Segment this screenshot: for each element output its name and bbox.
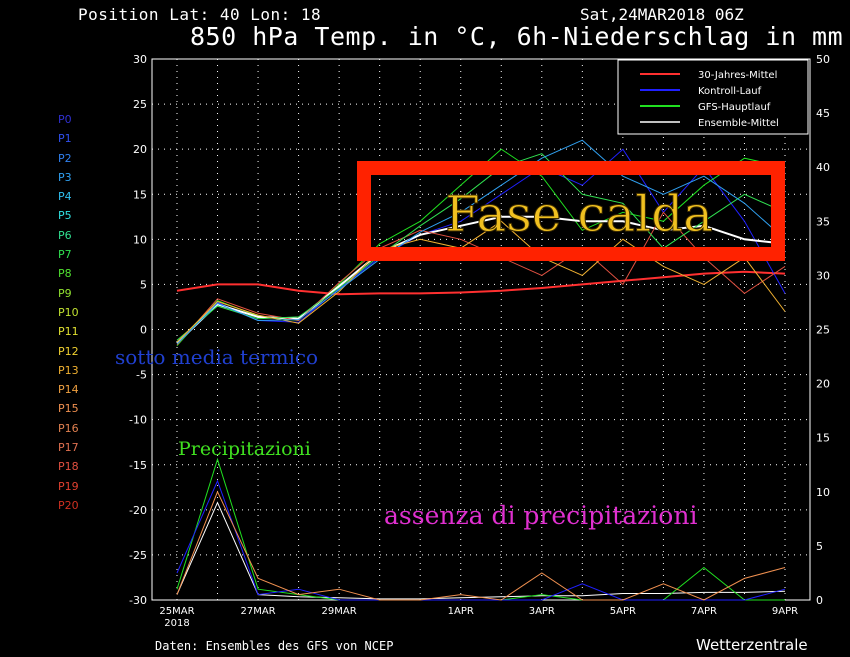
y-left-tick-label: -25 [129, 549, 147, 562]
y-left-tick-label: 5 [140, 278, 147, 291]
legend-label: GFS-Hauptlauf [698, 102, 771, 113]
annotation-precipitation: Precipitazioni [178, 438, 311, 460]
highlight-box [357, 161, 785, 261]
y-left-tick-label: -20 [129, 504, 147, 517]
run-date-label: Sat,24MAR2018 06Z [580, 5, 744, 24]
y-right-tick-label: 35 [816, 215, 830, 228]
legend-label: Ensemble-Mittel [698, 118, 779, 129]
y-right-tick-label: 20 [816, 378, 830, 391]
brand-label: Wetterzentrale [696, 636, 808, 654]
member-label: P9 [58, 286, 72, 300]
y-right-tick-label: 25 [816, 324, 830, 337]
y-left-tick-label: -10 [129, 414, 147, 427]
data-source-label: Daten: Ensembles des GFS von NCEP [155, 639, 394, 653]
member-label: P13 [58, 363, 79, 377]
y-left-tick-label: -15 [129, 459, 147, 472]
y-left-tick-label: -5 [136, 369, 147, 382]
position-label: Position Lat: 40 Lon: 18 [78, 5, 322, 24]
member-label: P10 [58, 305, 79, 319]
series-line [176, 220, 786, 343]
member-label: P12 [58, 344, 79, 358]
y-right-tick-label: 30 [816, 269, 830, 282]
member-label: P11 [58, 325, 79, 339]
member-label: P19 [58, 479, 79, 493]
member-label: P16 [58, 421, 79, 435]
x-tick-label: 9APR [772, 606, 798, 617]
y-left-tick-label: 20 [133, 143, 147, 156]
series-line [176, 270, 786, 296]
member-label: P6 [58, 228, 72, 242]
y-right-tick-label: 10 [816, 486, 830, 499]
y-right-tick-label: 0 [816, 594, 823, 607]
member-label: P5 [58, 209, 72, 223]
member-list: P0 P1 P2 P3 P4 P5 P6 P7 P8 P9 P10 P11 P12 P13 P14 P15 P1… [58, 110, 79, 515]
member-label: P3 [58, 170, 72, 184]
legend-label: 30-Jahres-Mittel [698, 70, 777, 81]
y-right-tick-label: 45 [816, 107, 830, 120]
member-label: P15 [58, 402, 79, 416]
y-right-tick-label: 15 [816, 432, 830, 445]
series-line [176, 153, 786, 341]
y-left-tick-label: -30 [129, 594, 147, 607]
annotation-below-average: sotto media termico [115, 345, 318, 369]
member-label: P0 [58, 113, 72, 126]
x-tick-label: 3APR [529, 606, 555, 617]
y-left-tick-label: 25 [133, 98, 147, 111]
y-right-tick-label: 40 [816, 161, 830, 174]
annotation-no-precipitation: assenza di precipitazioni [384, 501, 697, 530]
x-tick-label: 1APR [448, 606, 474, 617]
chart-title: 850 hPa Temp. in °C, 6h-Niederschlag in … [190, 22, 844, 51]
series-line [176, 479, 786, 601]
member-label: P1 [58, 132, 72, 146]
series-line [176, 490, 786, 601]
member-label: P4 [58, 190, 72, 204]
x-tick-label: 5APR [610, 606, 636, 617]
member-label: P7 [58, 248, 72, 262]
member-label: P14 [58, 383, 79, 397]
member-label: P8 [58, 267, 72, 281]
annotation-warm-phase: Fase calda [445, 185, 713, 243]
y-right-tick-label: 50 [816, 53, 830, 66]
y-right-tick-label: 5 [816, 540, 823, 553]
x-tick-label: 29MAR [322, 606, 357, 617]
member-label: P18 [58, 460, 79, 474]
series-line [176, 139, 786, 345]
x-tick-label: 25MAR [159, 606, 194, 617]
member-label: P17 [58, 441, 79, 455]
x-tick-label: 27MAR [240, 606, 275, 617]
y-left-tick-label: 15 [133, 188, 147, 201]
member-label: P2 [58, 151, 72, 165]
member-label: P20 [58, 498, 79, 512]
y-left-tick-label: 0 [140, 324, 147, 337]
legend-label: Kontroll-Lauf [698, 86, 762, 97]
y-left-tick-label: 30 [133, 53, 147, 66]
x-year-label: 2018 [164, 618, 189, 629]
series-line [176, 148, 786, 344]
y-left-tick-label: 10 [133, 233, 147, 246]
x-tick-label: 7APR [691, 606, 717, 617]
